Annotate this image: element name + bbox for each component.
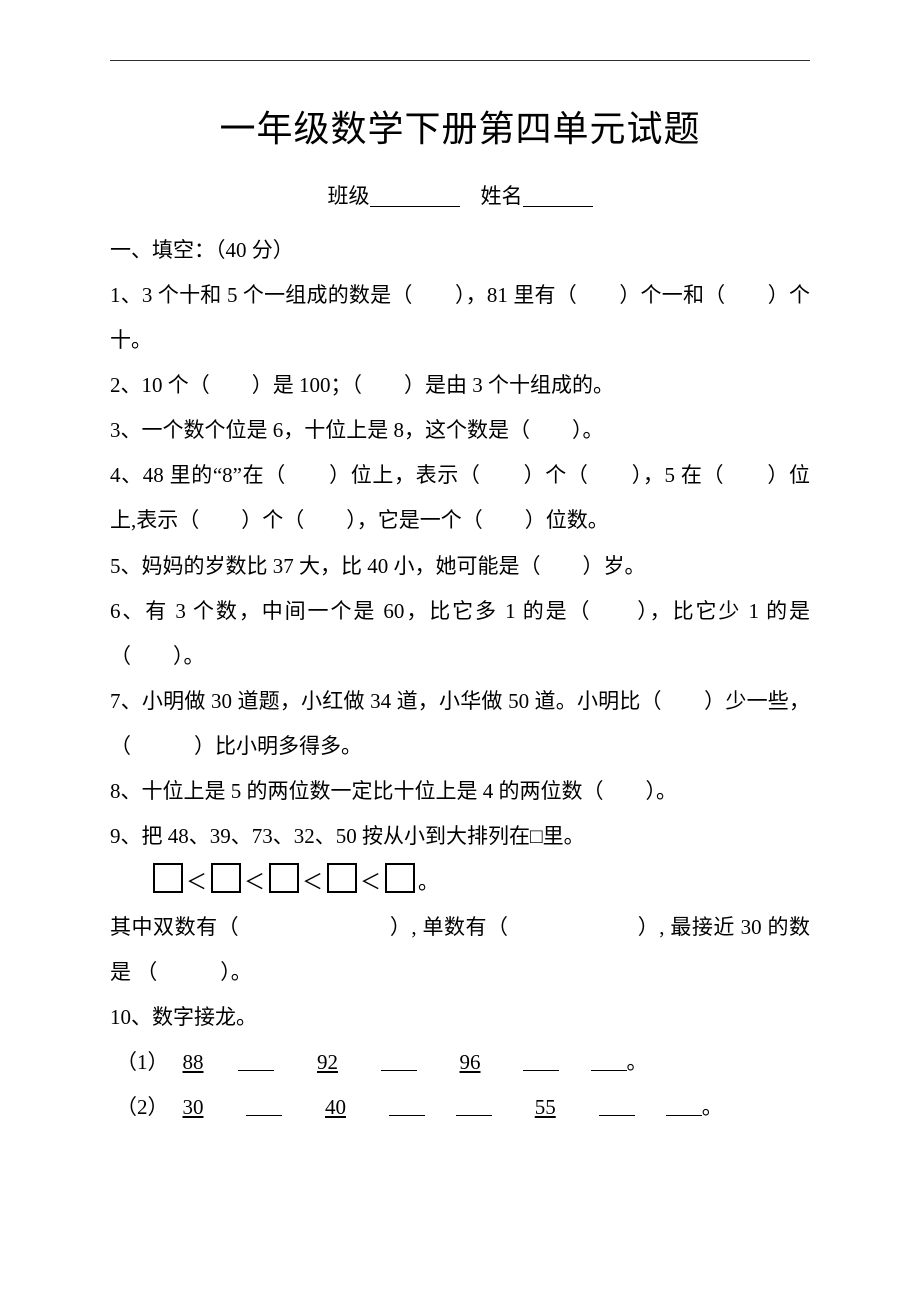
document-title: 一年级数学下册第四单元试题 — [110, 91, 810, 168]
seq2-blank-6[interactable] — [599, 1094, 635, 1116]
question-6: 6、有 3 个数，中间一个是 60，比它多 1 的是（ ），比它少 1 的是（ … — [110, 589, 810, 679]
sort-box-2[interactable] — [211, 863, 241, 893]
class-label: 班级 — [328, 184, 370, 208]
page: 一年级数学下册第四单元试题 班级 姓名 一、填空：（40 分） 1、3 个十和 … — [0, 0, 920, 1302]
seq2-blank-3[interactable] — [389, 1094, 425, 1116]
section-1: 一、填空：（40 分） 1、3 个十和 5 个一组成的数是（ ），81 里有（ … — [110, 228, 810, 1131]
seq1-blank-3[interactable] — [381, 1049, 417, 1071]
question-9-box-row: ＜＜＜＜。 — [110, 860, 810, 905]
section-heading: 一、填空：（40 分） — [110, 228, 810, 273]
seq2-blank-1[interactable] — [246, 1094, 282, 1116]
question-5: 5、妈妈的岁数比 37 大，比 40 小，她可能是（ ）岁。 — [110, 544, 810, 589]
question-9-prompt: 9、把 48、39、73、32、50 按从小到大排列在□里。 — [110, 814, 810, 859]
sort-box-4[interactable] — [327, 863, 357, 893]
question-3: 3、一个数个位是 6，十位上是 8，这个数是（ ）。 — [110, 408, 810, 453]
seq2-blank-4[interactable] — [456, 1094, 492, 1116]
sort-box-3[interactable] — [269, 863, 299, 893]
seq2-val-0: 30 — [179, 1085, 207, 1130]
sequence-2: （2） 30 40 55 。 — [110, 1085, 810, 1130]
question-1: 1、3 个十和 5 个一组成的数是（ ），81 里有（ ）个一和（ ）个十。 — [110, 273, 810, 363]
seq1-blank-5[interactable] — [523, 1049, 559, 1071]
question-2: 2、10 个（ ）是 100；（ ）是由 3 个十组成的。 — [110, 363, 810, 408]
seq1-val-2: 92 — [314, 1040, 342, 1085]
question-10-heading: 10、数字接龙。 — [110, 995, 810, 1040]
question-7: 7、小明做 30 道题，小红做 34 道，小华做 50 道。小明比（ ）少一些，… — [110, 679, 810, 769]
sort-box-5[interactable] — [385, 863, 415, 893]
name-label: 姓名 — [481, 184, 523, 208]
seq2-blank-7[interactable] — [666, 1094, 702, 1116]
seq1-label: （1） — [116, 1050, 169, 1074]
seq1-val-0: 88 — [179, 1040, 207, 1085]
seq1-blank-6[interactable] — [591, 1049, 627, 1071]
student-info-line: 班级 姓名 — [110, 174, 810, 219]
seq1-val-4: 96 — [456, 1040, 484, 1085]
sequence-1: （1） 88 92 96 。 — [110, 1040, 810, 1085]
sort-box-1[interactable] — [153, 863, 183, 893]
question-4: 4、48 里的“8”在（ ）位上，表示（ ）个（ ），5 在（ ）位上,表示（ … — [110, 453, 810, 543]
seq2-label: （2） — [116, 1095, 169, 1119]
question-8: 8、十位上是 5 的两位数一定比十位上是 4 的两位数（ ）。 — [110, 769, 810, 814]
seq2-val-5: 55 — [531, 1085, 559, 1130]
top-horizontal-rule — [110, 60, 810, 61]
question-9-followup: 其中双数有（ ）, 单数有（ ）, 最接近 30 的数是 （ ）。 — [110, 905, 810, 995]
seq1-blank-1[interactable] — [238, 1049, 274, 1071]
name-blank[interactable] — [523, 185, 593, 207]
class-blank[interactable] — [370, 185, 460, 207]
seq2-val-2: 40 — [322, 1085, 350, 1130]
